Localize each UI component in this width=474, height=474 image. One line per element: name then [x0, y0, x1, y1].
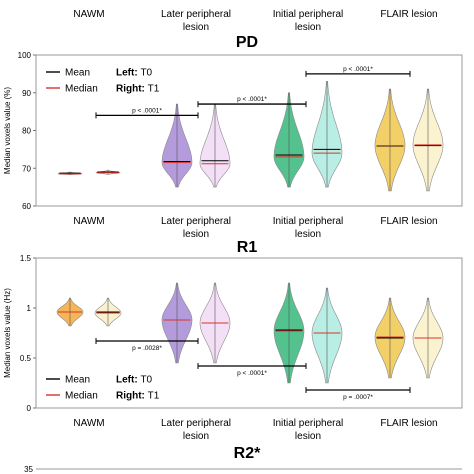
legend-right: Right: T1: [116, 391, 160, 402]
top-label-initial-1: Initial peripheral: [273, 9, 344, 20]
y-tick-label: 0.5: [20, 354, 32, 363]
y-tick-label: 80: [22, 127, 31, 136]
legend-mean-label: Mean: [65, 68, 90, 79]
p-value-label: p = .0007*: [343, 394, 373, 401]
p-value-label: p = .0028*: [132, 345, 162, 352]
category-label: Later peripheral: [161, 216, 231, 227]
y-tick-label: 0: [27, 404, 32, 413]
category-label: FLAIR lesion: [380, 418, 437, 429]
panel-title: PD: [236, 34, 258, 51]
category-label: Initial peripheral: [273, 216, 344, 227]
category-label: lesion: [183, 431, 209, 442]
y-tick-label: 60: [22, 202, 31, 211]
legend-median-label: Median: [65, 84, 98, 95]
category-label: Initial peripheral: [273, 418, 344, 429]
category-label: lesion: [295, 431, 321, 442]
top-label-nawm: NAWM: [73, 9, 104, 20]
category-label: lesion: [295, 229, 321, 240]
pd-panel: PD 60 70 80 90 100 Median voxels value (%) p < …: [3, 34, 463, 240]
legend-median-label: Median: [65, 391, 98, 402]
category-label: lesion: [183, 229, 209, 240]
y-axis-label: Median voxels value (Hz): [3, 288, 12, 378]
panel-title: R1: [237, 239, 258, 256]
category-label: Later peripheral: [161, 418, 231, 429]
legend-left: Left: T0: [116, 68, 153, 79]
p-value-label: p < .0001*: [343, 66, 373, 73]
top-label-later-1: Later peripheral: [161, 9, 231, 20]
y-axis-label: Median voxels value (%): [3, 87, 12, 174]
category-label: NAWM: [73, 216, 104, 227]
y-tick-label: 70: [22, 164, 31, 173]
y-tick-label: 1.5: [20, 254, 32, 263]
legend-left: Left: T0: [116, 375, 153, 386]
y-tick-label: 90: [22, 89, 31, 98]
plot-frame: [35, 257, 463, 409]
top-label-initial-2: lesion: [295, 22, 321, 33]
category-label: FLAIR lesion: [380, 216, 437, 227]
r2-title: R2*: [234, 445, 261, 462]
legend-mean-label: Mean: [65, 375, 90, 386]
r2-panel: R2* 35: [24, 445, 462, 474]
category-label: NAWM: [73, 418, 104, 429]
top-label-flair: FLAIR lesion: [380, 9, 437, 20]
legend-right: Right: T1: [116, 84, 160, 95]
p-value-label: p < .0001*: [237, 370, 267, 377]
y-tick-label: 1: [27, 304, 32, 313]
top-label-later-2: lesion: [183, 22, 209, 33]
top-panel-labels: NAWM Later peripheral lesion Initial per…: [73, 9, 437, 33]
r2-tick-label: 35: [24, 465, 33, 474]
y-tick-label: 100: [18, 51, 32, 60]
p-value-label: p < .0001*: [132, 107, 162, 114]
p-value-label: p < .0001*: [237, 96, 267, 103]
r1-panel: R1 0 0.5 1 1.5 Median voxels value (Hz) p = .0…: [3, 239, 463, 442]
